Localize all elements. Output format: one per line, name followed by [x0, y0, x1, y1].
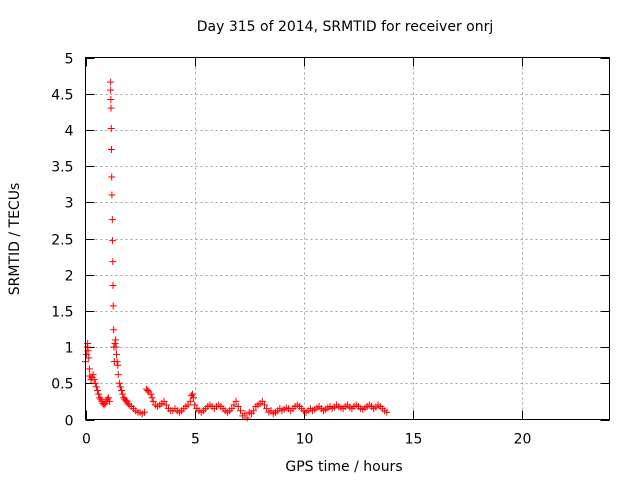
data-points — [82, 78, 391, 422]
y-tick-label: 0.5 — [51, 377, 73, 393]
data-point — [113, 358, 121, 366]
data-point — [160, 397, 168, 405]
data-point — [383, 408, 391, 416]
data-point — [94, 387, 102, 395]
data-point — [107, 95, 115, 103]
data-point — [190, 394, 198, 402]
data-point — [104, 394, 112, 402]
data-point — [237, 407, 245, 415]
x-axis-label: GPS time / hours — [285, 459, 402, 475]
data-point — [261, 401, 269, 409]
data-point — [162, 401, 170, 409]
grid-lines — [85, 57, 610, 420]
y-tick-label: 1.5 — [51, 305, 73, 321]
data-point — [191, 401, 199, 409]
data-point — [91, 379, 99, 387]
data-point — [112, 336, 120, 344]
data-point — [107, 124, 115, 132]
data-point — [109, 258, 117, 266]
data-point — [118, 387, 126, 395]
y-tick-label: 1 — [65, 341, 74, 357]
data-point — [109, 237, 117, 245]
data-point — [186, 397, 194, 405]
y-tick-label: 5 — [65, 52, 74, 68]
data-point — [108, 191, 116, 199]
x-tick-label: 15 — [405, 432, 423, 448]
data-point — [228, 405, 236, 413]
axis-ticks — [85, 57, 610, 421]
x-tick-label: 5 — [191, 432, 200, 448]
y-tick-label: 2 — [65, 269, 74, 285]
data-point — [115, 379, 123, 387]
y-tick-labels: 0 0.5 1 1.5 2 2.5 3 3.5 4 4.5 5 — [51, 52, 73, 430]
data-point — [107, 104, 115, 112]
data-point — [107, 78, 115, 86]
x-tick-label: 20 — [514, 432, 532, 448]
data-point — [90, 376, 98, 384]
data-point — [83, 350, 91, 358]
data-point — [95, 390, 103, 398]
data-point — [232, 397, 240, 405]
data-point — [96, 394, 104, 402]
chart-title: Day 315 of 2014, SRMTID for receiver onr… — [197, 19, 494, 35]
data-point — [119, 390, 127, 398]
data-point — [230, 401, 238, 409]
data-point — [250, 407, 258, 415]
data-point — [107, 86, 115, 94]
data-point — [114, 371, 122, 379]
x-tick-label: 10 — [296, 432, 314, 448]
y-tick-label: 3.5 — [51, 160, 73, 176]
y-tick-label: 2.5 — [51, 233, 73, 249]
data-point — [113, 350, 121, 358]
data-point — [109, 302, 117, 310]
y-axis-label: SRMTID / TECUs — [7, 183, 23, 296]
data-point — [234, 402, 242, 410]
data-point — [109, 282, 117, 290]
data-point — [107, 145, 115, 153]
data-point — [124, 400, 132, 408]
data-point — [149, 397, 157, 405]
y-tick-label: 3 — [65, 196, 74, 212]
data-point — [106, 397, 114, 405]
data-point — [147, 390, 155, 398]
data-point — [92, 383, 100, 391]
data-point — [89, 371, 97, 379]
data-point — [148, 394, 156, 402]
data-point — [108, 173, 116, 181]
data-point — [258, 397, 266, 405]
data-point — [85, 365, 93, 373]
plot-frame — [85, 57, 610, 420]
data-point — [108, 216, 116, 224]
data-point — [110, 326, 118, 334]
data-point — [100, 401, 108, 409]
y-tick-label: 4.5 — [51, 88, 73, 104]
data-point — [263, 405, 271, 413]
data-point — [114, 361, 122, 369]
x-tick-labels: 0 5 10 15 20 — [82, 432, 531, 448]
data-point — [140, 408, 148, 416]
data-point — [243, 414, 251, 422]
x-tick-label: 0 — [82, 432, 91, 448]
data-point — [116, 383, 124, 391]
data-point — [184, 401, 192, 409]
data-point — [188, 390, 196, 398]
data-point — [144, 387, 152, 395]
data-point — [85, 354, 93, 362]
data-point — [241, 410, 249, 418]
data-point — [111, 339, 119, 347]
y-tick-label: 0 — [65, 414, 74, 430]
data-point — [112, 343, 120, 351]
y-tick-label: 4 — [65, 124, 74, 140]
